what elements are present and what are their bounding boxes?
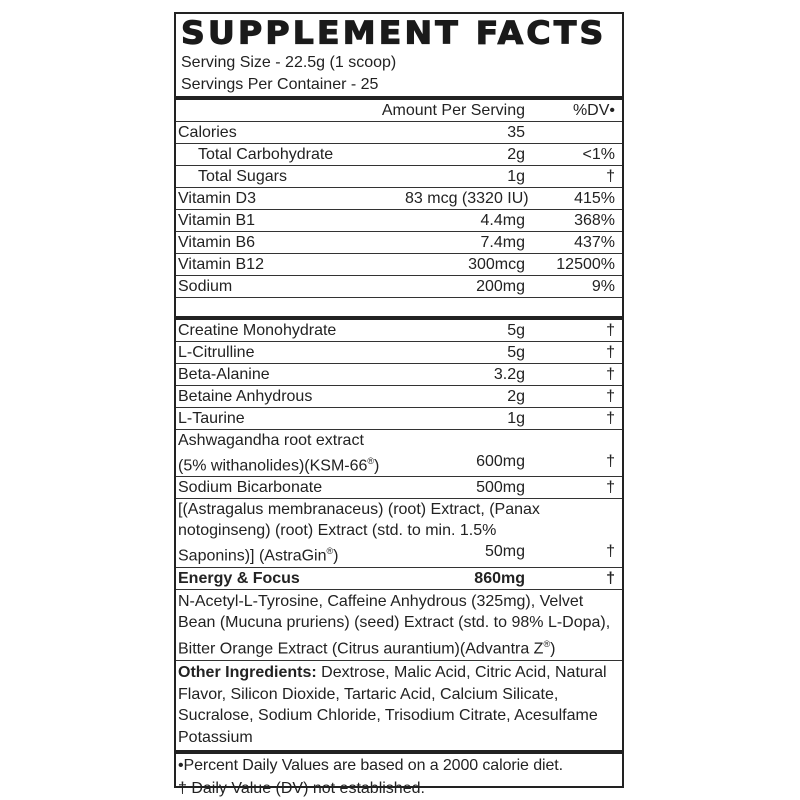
servings-per-container: Servings Per Container - 25	[181, 75, 379, 93]
row-dv: 368%	[574, 212, 615, 229]
nutrient-row: Total Sugars 1g †	[176, 166, 622, 188]
row-amount: 2g	[507, 146, 525, 163]
panel-title: SUPPLEMENT FACTS	[180, 14, 607, 52]
row-amount: 1g	[507, 168, 525, 185]
row-name: Vitamin B6	[178, 234, 256, 251]
ingredient-row: Beta-Alanine 3.2g †	[176, 364, 622, 386]
row-dv: †	[606, 322, 615, 339]
nutrient-row: Calories 35	[176, 122, 622, 144]
footnote-dagger: † Daily Value (DV) not established.	[178, 779, 425, 797]
row-amount: 50mg	[484, 543, 525, 561]
footnote-dv: •Percent Daily Values are based on a 200…	[178, 757, 563, 775]
row-name-last-line: Saponins)] (AstraGin®)	[178, 546, 339, 565]
row-name: Vitamin D3	[178, 190, 256, 207]
dv-header: %DV•	[572, 102, 615, 119]
row-name: Calories	[178, 124, 237, 141]
divider-thick	[176, 96, 622, 100]
row-amount: 2g	[507, 388, 525, 405]
other-ingredients-text: Dextrose, Malic Acid, Citric Acid, Natur…	[178, 664, 607, 746]
row-name: Betaine Anhydrous	[178, 388, 313, 405]
nutrient-row: Vitamin D3 83 mcg (3320 IU) 415%	[176, 188, 622, 210]
row-dv: †	[606, 366, 615, 383]
row-name: Creatine Monohydrate	[178, 322, 337, 339]
row-amount: 500mg	[476, 479, 525, 497]
row-amount: 4.4mg	[480, 212, 525, 229]
row-name: Total Carbohydrate	[198, 146, 334, 163]
row-dv: 9%	[591, 278, 615, 295]
row-amount: 83 mcg (3320 IU)	[405, 190, 529, 207]
row-dv: †	[606, 344, 615, 361]
ingredient-row: Ashwagandha root extract (5% withanolides…	[176, 430, 622, 478]
row-dv	[525, 122, 615, 143]
amount-header: Amount Per Serving	[381, 102, 525, 119]
row-amount: 5g	[507, 344, 525, 361]
ingredient-row: L-Taurine 1g †	[176, 408, 622, 430]
ingredient-row: Betaine Anhydrous 2g †	[176, 386, 622, 408]
blend-amount: 860mg	[474, 569, 525, 587]
row-amount: 7.4mg	[480, 234, 525, 251]
nutrient-list: Calories 35 Total Carbohydrate 2g <1% Total S…	[176, 122, 622, 298]
blank-row	[176, 298, 622, 316]
row-amount: 35	[507, 124, 525, 141]
row-amount: 1g	[507, 410, 525, 427]
row-name: L-Taurine	[178, 410, 245, 427]
row-name: Vitamin B12	[178, 256, 264, 273]
ingredient-list: Creatine Monohydrate 5g † L-Citrulline 5g † Be…	[176, 320, 622, 568]
blend-dv: †	[606, 569, 615, 587]
row-name: Sodium Bicarbonate	[178, 479, 323, 497]
row-name: Vitamin B1	[178, 212, 256, 229]
ingredient-row: [(Astragalus membranaceus) (root) Extrac…	[176, 499, 622, 568]
row-dv: †	[606, 388, 615, 405]
nutrient-row: Vitamin B6 7.4mg 437%	[176, 232, 622, 254]
row-amount: 200mg	[476, 278, 525, 295]
row-amount: 600mg	[476, 453, 525, 470]
nutrient-row: Sodium 200mg 9%	[176, 276, 622, 298]
row-name: Sodium	[178, 278, 233, 295]
nutrient-row: Total Carbohydrate 2g <1%	[176, 144, 622, 166]
row-amount: 300mcg	[468, 256, 525, 273]
supplement-facts-panel: SUPPLEMENT FACTS Serving Size - 22.5g (1…	[174, 12, 624, 797]
row-dv: †	[606, 410, 615, 427]
row-name: [(Astragalus membranaceus) (root) Extrac…	[178, 501, 540, 540]
row-dv: †	[606, 168, 615, 185]
ingredient-row: L-Citrulline 5g †	[176, 342, 622, 364]
row-name: Beta-Alanine	[178, 366, 270, 383]
row-dv: 437%	[574, 234, 615, 251]
row-name: Total Sugars	[198, 168, 287, 185]
row-dv: †	[606, 453, 615, 470]
blend-name: Energy & Focus	[178, 569, 300, 587]
row-name-last-line: (5% withanolides)(KSM-66®)	[178, 456, 380, 475]
ingredient-row: Sodium Bicarbonate 500mg †	[176, 477, 622, 500]
serving-size: Serving Size - 22.5g (1 scoop)	[181, 54, 397, 71]
row-dv: 12500%	[556, 256, 615, 273]
row-name: L-Citrulline	[178, 344, 255, 361]
blend-contents: N-Acetyl-L-Tyrosine, Caffeine Anhydrous …	[176, 590, 622, 662]
row-name: Ashwagandha root extract	[178, 432, 364, 449]
column-header-row: Amount Per Serving %DV•	[176, 100, 622, 122]
nutrient-row: Vitamin B12 300mcg 12500%	[176, 254, 622, 276]
ingredient-row: Creatine Monohydrate 5g †	[176, 320, 622, 342]
nutrient-row: Vitamin B1 4.4mg 368%	[176, 210, 622, 232]
divider-thick	[176, 750, 622, 755]
row-dv: †	[606, 479, 615, 497]
row-dv: †	[606, 543, 615, 561]
row-amount: 3.2g	[493, 366, 525, 383]
row-dv: 415%	[574, 190, 615, 207]
other-ingredients-label: Other Ingredients:	[178, 664, 317, 682]
row-dv: <1%	[582, 146, 615, 163]
blend-row: Energy & Focus 860mg †	[176, 568, 622, 590]
row-amount: 5g	[507, 322, 525, 339]
other-ingredients: Other Ingredients: Dextrose, Malic Acid,…	[176, 661, 622, 750]
divider-thick	[176, 316, 622, 320]
